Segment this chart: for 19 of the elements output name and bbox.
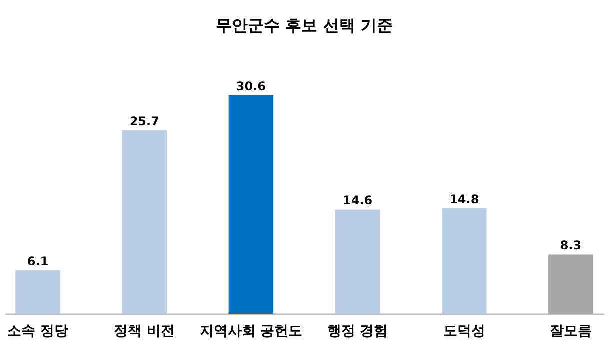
bar [442, 208, 487, 314]
bar [16, 270, 60, 314]
x-tick-label: 지역사회 공헌도 [200, 324, 303, 340]
x-tick-label: 도덕성 [443, 324, 486, 340]
bar [548, 254, 594, 314]
data-label: 25.7 [130, 114, 160, 128]
x-tick-label: 소속 정당 [8, 324, 68, 340]
data-label: 30.6 [236, 79, 266, 94]
x-tick-label: 정책 비전 [114, 324, 176, 340]
bar [122, 130, 168, 314]
data-label: 6.1 [27, 254, 49, 268]
x-tick-label: 잘모름 [550, 324, 592, 340]
data-label: 14.8 [450, 192, 480, 206]
data-label: 8.3 [560, 238, 582, 253]
bar [228, 95, 274, 314]
data-label: 14.6 [342, 194, 373, 208]
x-tick-label: 행정 경험 [327, 324, 388, 340]
chart-title: 무안군수 후보 선택 기준 [216, 16, 393, 35]
bar [335, 210, 380, 314]
